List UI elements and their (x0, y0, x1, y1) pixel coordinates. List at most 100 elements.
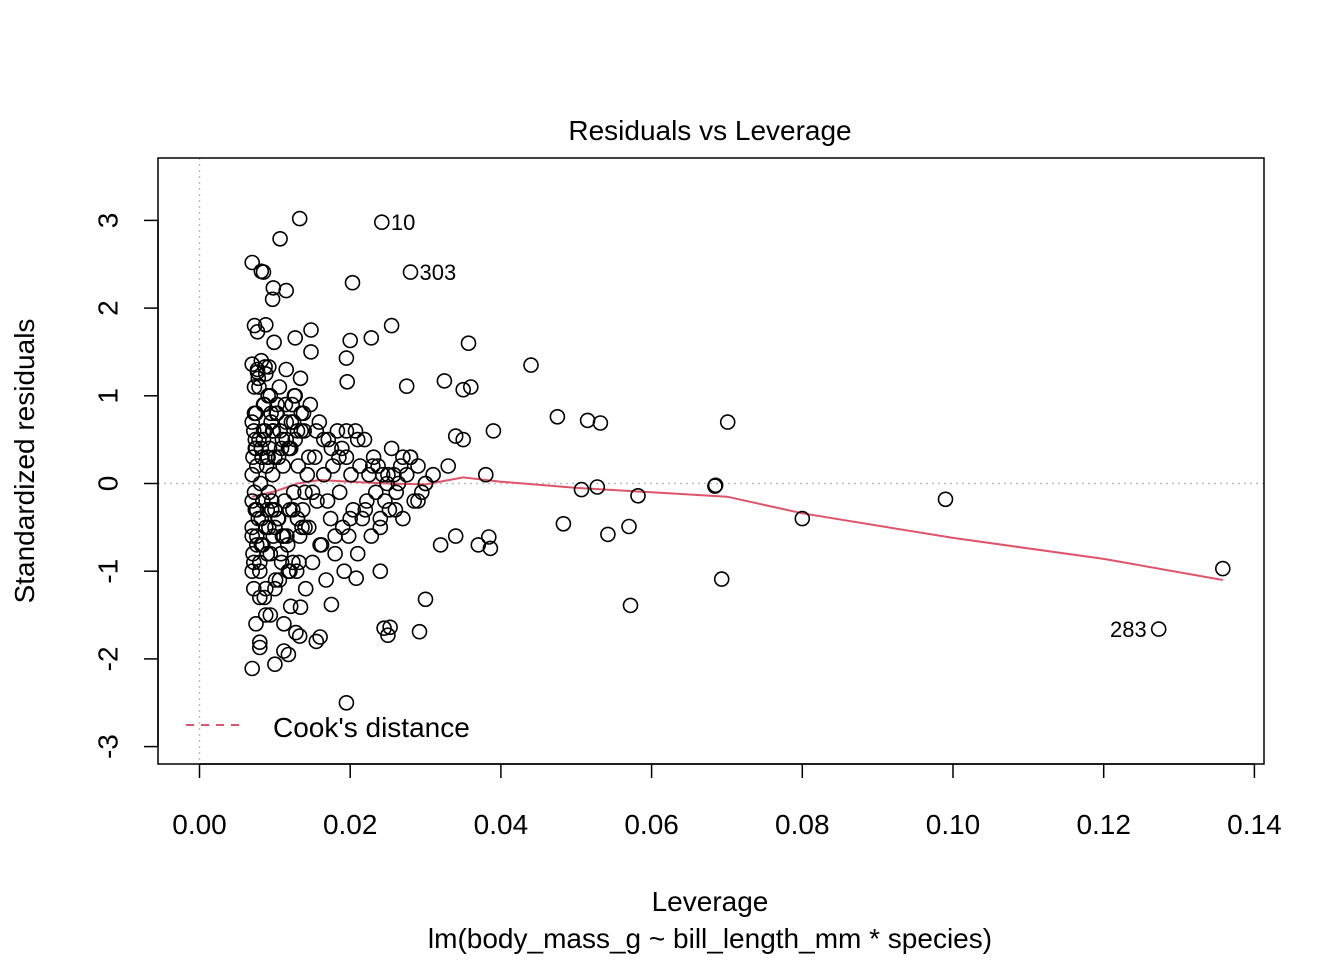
data-point (358, 493, 375, 509)
data-point (285, 484, 302, 501)
data-point (251, 379, 267, 395)
data-point (267, 656, 283, 673)
data-point (630, 487, 646, 504)
data-point (411, 623, 428, 640)
data-point (482, 540, 499, 557)
data-point (267, 580, 283, 597)
data-point (312, 629, 328, 645)
point-label: 283 (1110, 617, 1147, 642)
data-point (300, 449, 317, 466)
data-point (380, 466, 396, 483)
data-point (342, 332, 359, 349)
data-point (276, 643, 292, 659)
data-point (274, 528, 291, 544)
x-tick-label: 0.14 (1227, 809, 1282, 840)
data-point (264, 423, 281, 439)
data-point (282, 440, 299, 457)
points-layer (244, 210, 1231, 711)
data-point (257, 366, 274, 382)
data-point (273, 440, 290, 457)
x-tick-label: 0.10 (926, 809, 981, 840)
data-point (425, 466, 441, 483)
data-point (348, 570, 365, 587)
data-point (382, 619, 398, 636)
chart-title: Residuals vs Leverage (568, 115, 851, 146)
data-point (347, 423, 364, 439)
data-point (312, 537, 328, 553)
data-point (246, 423, 262, 439)
data-point (276, 615, 292, 632)
y-tick-label: -1 (92, 559, 123, 584)
data-point (257, 359, 273, 375)
data-point (308, 633, 325, 650)
data-point (244, 414, 260, 430)
data-point (271, 572, 288, 588)
data-point (265, 280, 282, 296)
data-point (387, 501, 404, 518)
data-point (367, 484, 384, 501)
data-point (349, 545, 366, 562)
y-tick-label: 2 (92, 300, 123, 316)
data-point (288, 624, 304, 641)
data-point (589, 479, 606, 495)
data-point (447, 428, 464, 444)
data-point (311, 414, 328, 430)
data-point (264, 291, 281, 308)
data-point (272, 231, 288, 247)
y-tick-label: 3 (92, 213, 123, 229)
data-point (295, 405, 312, 422)
data-point (343, 466, 359, 483)
data-point (573, 481, 590, 498)
data-point (410, 458, 426, 474)
data-point (287, 330, 304, 346)
data-point (244, 254, 260, 271)
chart-subtitle: lm(body_mass_g ~ bill_length_mm * specie… (428, 923, 992, 954)
data-point (432, 537, 449, 553)
data-point (549, 408, 566, 425)
data-point (356, 431, 373, 448)
data-point (251, 634, 268, 651)
data-point (395, 510, 411, 527)
y-axis-label: Standardized residuals (9, 319, 40, 604)
data-point (294, 501, 311, 518)
data-point (338, 449, 355, 466)
data-point (291, 210, 308, 227)
data-point (344, 274, 361, 291)
data-point (395, 449, 411, 466)
x-axis-label: Leverage (652, 886, 769, 917)
data-point (470, 537, 487, 553)
data-point (257, 580, 274, 597)
data-point (485, 423, 502, 439)
data-point (477, 466, 494, 483)
data-point (244, 563, 260, 580)
data-point (291, 628, 308, 644)
data-point (251, 554, 268, 571)
y-tick-label: -3 (92, 734, 123, 759)
data-point (255, 423, 272, 439)
data-point (276, 493, 293, 509)
data-point (250, 370, 267, 387)
data-point (342, 510, 359, 527)
data-point (315, 431, 332, 448)
data-point (271, 379, 288, 395)
data-point (381, 501, 398, 518)
smooth-layer (251, 476, 1223, 581)
data-point (352, 458, 368, 474)
data-point (297, 484, 313, 501)
data-point (345, 501, 362, 518)
data-point (323, 596, 340, 613)
data-point (338, 694, 355, 711)
data-point (278, 282, 295, 299)
data-point (293, 423, 310, 439)
data-point (336, 563, 353, 580)
data-point (447, 528, 464, 544)
data-point (257, 607, 274, 623)
data-point (417, 475, 434, 492)
data-point (248, 501, 265, 518)
data-point (329, 423, 346, 439)
data-point (248, 440, 264, 457)
data-point (290, 458, 307, 474)
data-point (246, 554, 262, 571)
data-point (377, 493, 393, 509)
